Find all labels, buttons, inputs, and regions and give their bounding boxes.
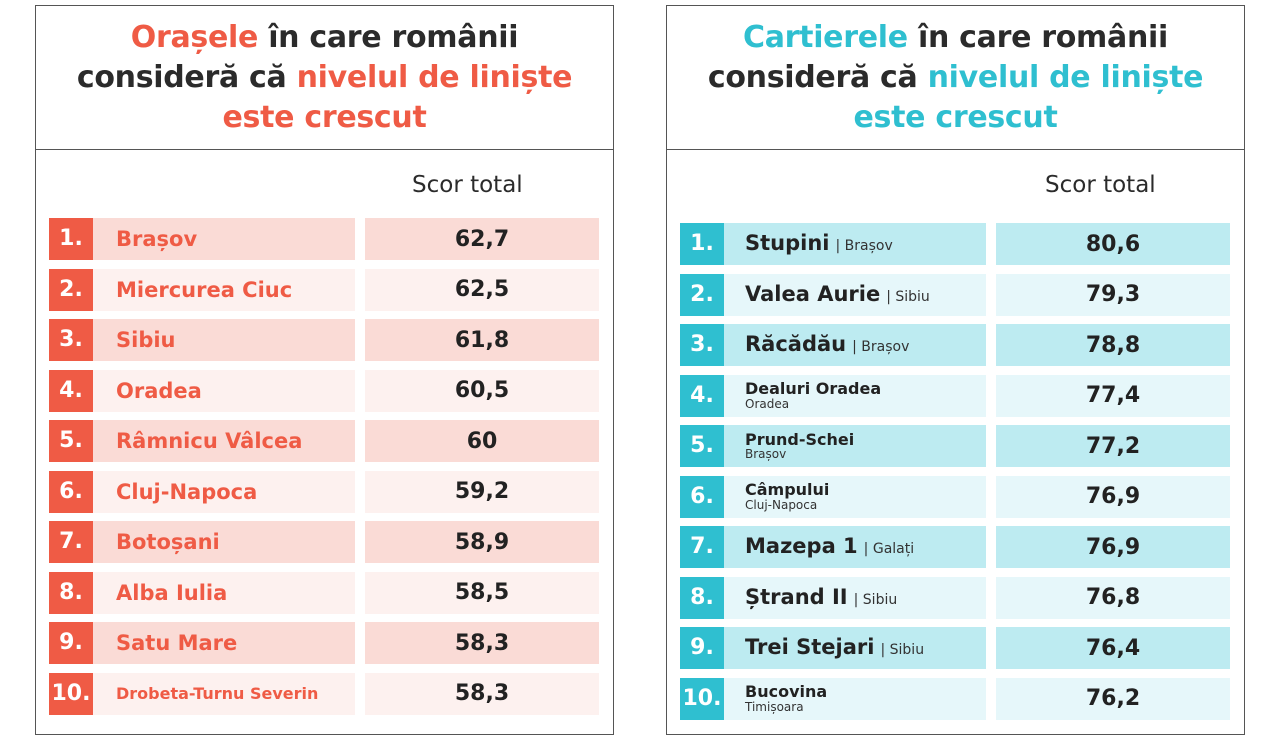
neighborhood-name: Prund-Schei [745,429,855,449]
score-value: 60 [365,420,599,462]
cities-panel-title: Orașele în care românii consideră că niv… [76,19,573,135]
city-name: Râmnicu Vâlcea [116,429,303,453]
rank-badge: 4. [49,369,93,412]
rank-badge: 1. [680,223,724,265]
score-value: 77,4 [996,374,1230,417]
score-value: 61,8 [365,319,599,361]
city-name: Satu Mare [116,631,238,655]
score-value: 62,7 [365,218,599,260]
neighborhood-name: Răcădău [745,332,847,357]
neighborhood-name: Dealuri Oradea [745,379,882,399]
neighborhood-name: Mazepa 1 [745,534,858,559]
score-value: 58,3 [365,622,599,664]
neighborhoods-score-header: Scor total [1045,172,1156,198]
city-name: Brașov [861,339,910,356]
rank-badge: 3. [49,319,93,361]
city-name: Cluj-Napoca [745,497,818,512]
score-value: 58,3 [365,672,599,715]
city-name: Alba Iulia [116,580,228,605]
score-value: 59,2 [365,470,599,513]
rank-badge: 5. [680,425,724,467]
city-name: Oradea [745,396,790,411]
score-value: 76,8 [996,576,1230,619]
rank-badge: 10. [680,677,724,720]
score-value: 76,9 [996,475,1230,518]
neighborhood-name: Trei Stejari [745,635,875,660]
city-name: Miercurea Ciuc [116,277,293,302]
rank-badge: 7. [680,526,724,568]
rank-badge: 8. [680,576,724,619]
rank-badge: 10. [49,672,93,715]
city-name: Botoșani [116,530,220,554]
neighborhood-name: Câmpului [745,480,830,500]
score-value: 77,2 [996,425,1230,467]
rank-badge: 1. [49,218,93,260]
city-name: Sibiu [116,328,176,352]
rank-badge: 9. [49,622,93,664]
city-name: Sibiu [862,591,898,608]
rank-badge: 2. [49,268,93,311]
city-name: Brașov [116,227,198,251]
neighborhood-name: Stupini [745,231,830,256]
rank-badge: 9. [680,627,724,669]
score-value: 76,2 [996,677,1230,720]
rank-badge: 5. [49,420,93,462]
city-name: Drobeta-Turnu Severin [116,684,319,703]
cities-ranking-panel: Orașele în care românii consideră că niv… [35,5,614,735]
rank-badge: 7. [49,521,93,563]
neighborhood-name: Ștrand II [745,584,848,609]
city-name: Galați [872,541,915,558]
city-name: Oradea [116,378,202,403]
rank-badge: 6. [49,470,93,513]
city-name: Sibiu [889,642,925,659]
neighborhoods-ranking-panel: Cartierele în care românii consideră că … [666,5,1245,735]
city-name: Brașov [745,447,787,462]
score-value: 58,5 [365,571,599,614]
score-value: 78,8 [996,324,1230,366]
score-value: 62,5 [365,268,599,311]
city-name: Cluj-Napoca [116,479,258,504]
cities-score-header: Scor total [412,172,523,198]
city-name: Sibiu [895,288,930,305]
city-name: Timișoara [745,699,804,714]
rank-badge: 6. [680,475,724,518]
score-value: 79,3 [996,273,1230,316]
neighborhood-name: Valea Aurie [745,281,881,306]
neighborhood-name: Bucovina [745,682,828,702]
score-value: 80,6 [996,223,1230,265]
score-value: 58,9 [365,521,599,563]
neighborhoods-panel-header: Cartierele în care românii consideră că … [667,6,1244,150]
rank-badge: 2. [680,273,724,316]
score-value: 76,4 [996,627,1230,669]
score-value: 60,5 [365,369,599,412]
rank-badge: 8. [49,571,93,614]
rank-badge: 3. [680,324,724,366]
score-value: 76,9 [996,526,1230,568]
city-name: Brașov [844,238,893,255]
cities-panel-header: Orașele în care românii consideră că niv… [36,6,613,150]
neighborhoods-panel-title: Cartierele în care românii consideră că … [707,19,1204,135]
rank-badge: 4. [680,374,724,417]
